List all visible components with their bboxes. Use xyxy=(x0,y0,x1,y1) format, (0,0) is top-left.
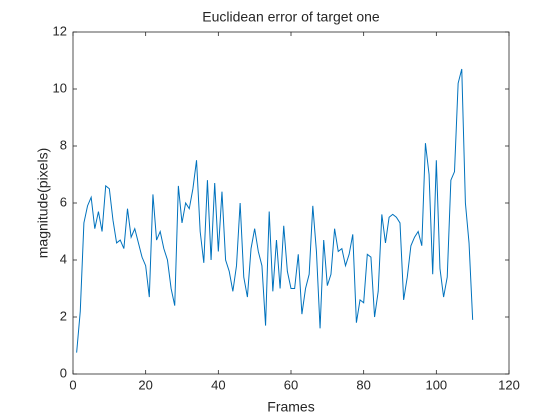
x-tick-label: 60 xyxy=(284,377,298,392)
x-axis-label: Frames xyxy=(267,399,314,415)
y-tick-label: 8 xyxy=(60,137,67,152)
x-tick-label: 20 xyxy=(138,377,152,392)
y-tick-label: 6 xyxy=(60,194,67,209)
chart-title: Euclidean error of target one xyxy=(202,9,380,25)
x-tick-label: 100 xyxy=(425,377,447,392)
y-tick-label: 4 xyxy=(60,251,67,266)
plot-area xyxy=(72,31,510,375)
x-tick-label: 80 xyxy=(356,377,370,392)
y-tick-label: 10 xyxy=(53,80,67,95)
y-tick-label: 2 xyxy=(60,308,67,323)
y-tick-label: 0 xyxy=(60,365,67,380)
x-tick-label: 0 xyxy=(69,377,76,392)
x-tick-label: 120 xyxy=(498,377,520,392)
y-axis-label: magnitude(pixels) xyxy=(35,148,51,259)
y-tick-label: 12 xyxy=(53,23,67,38)
data-line xyxy=(76,68,474,353)
x-tick-label: 40 xyxy=(211,377,225,392)
